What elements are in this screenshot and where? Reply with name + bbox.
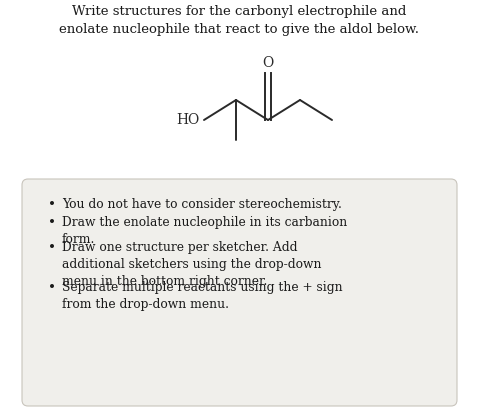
- Text: •: •: [48, 216, 56, 230]
- Text: •: •: [48, 281, 56, 295]
- Text: You do not have to consider stereochemistry.: You do not have to consider stereochemis…: [62, 198, 342, 211]
- Text: HO: HO: [177, 113, 200, 127]
- Text: •: •: [48, 241, 56, 255]
- Text: Separate multiple reactants using the + sign
from the drop-down menu.: Separate multiple reactants using the + …: [62, 281, 342, 311]
- Text: Draw one structure per sketcher. Add
additional sketchers using the drop-down
me: Draw one structure per sketcher. Add add…: [62, 241, 321, 288]
- FancyBboxPatch shape: [22, 179, 457, 406]
- Text: Write structures for the carbonyl electrophile and
enolate nucleophile that reac: Write structures for the carbonyl electr…: [59, 5, 419, 36]
- Text: Draw the enolate nucleophile in its carbanion
form.: Draw the enolate nucleophile in its carb…: [62, 216, 347, 246]
- Text: •: •: [48, 198, 56, 212]
- Text: O: O: [262, 56, 274, 70]
